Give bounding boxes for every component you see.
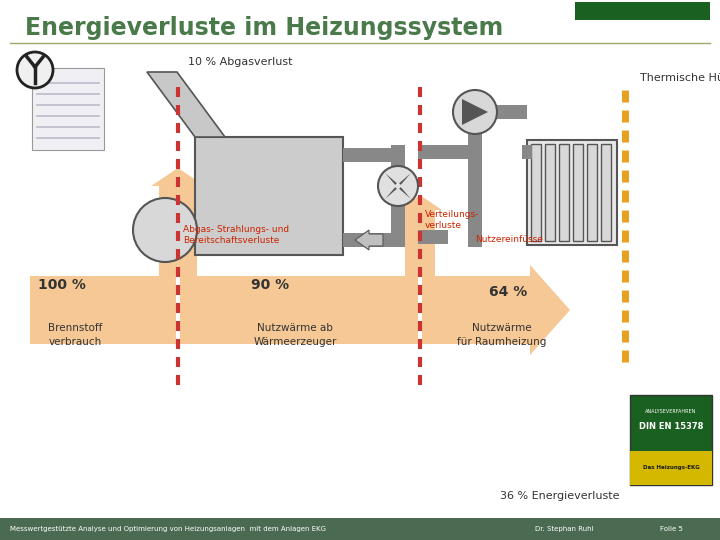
Text: Energieverluste im Heizungssystem: Energieverluste im Heizungssystem xyxy=(25,16,503,40)
Bar xyxy=(601,144,611,241)
Polygon shape xyxy=(385,173,397,185)
Text: Abgas- Strahlungs- und
Bereitschaftsverluste: Abgas- Strahlungs- und Bereitschaftsverl… xyxy=(183,225,289,245)
Bar xyxy=(32,68,104,150)
Polygon shape xyxy=(385,187,397,199)
Bar xyxy=(573,144,583,241)
Polygon shape xyxy=(147,72,225,137)
Bar xyxy=(180,276,418,344)
Bar xyxy=(527,140,617,245)
Bar xyxy=(587,144,597,241)
Text: Messwertgestützte Analyse und Optimierung von Heizungsanlagen  mit dem Anlagen E: Messwertgestützte Analyse und Optimierun… xyxy=(10,526,326,532)
Text: 100 %: 100 % xyxy=(38,278,86,292)
Bar xyxy=(531,144,541,241)
Bar xyxy=(497,105,527,119)
Text: 36 % Energieverluste: 36 % Energieverluste xyxy=(500,491,620,501)
Text: Nutzereinfüsse: Nutzereinfüsse xyxy=(475,235,543,245)
FancyArrow shape xyxy=(422,265,570,355)
Text: ANALYSEVERFAHREN: ANALYSEVERFAHREN xyxy=(645,409,697,414)
Text: Thermische Hülle: Thermische Hülle xyxy=(640,73,720,83)
Bar xyxy=(30,276,176,344)
Text: Dr. Stephan Ruhl: Dr. Stephan Ruhl xyxy=(535,526,593,532)
Bar xyxy=(522,145,532,159)
Text: 90 %: 90 % xyxy=(251,278,289,292)
Polygon shape xyxy=(462,99,488,125)
Text: 10 % Abgasverlust: 10 % Abgasverlust xyxy=(188,57,292,67)
Bar xyxy=(418,230,448,244)
FancyArrow shape xyxy=(151,168,205,276)
Circle shape xyxy=(133,198,197,262)
Text: Brennstoff
verbrauch: Brennstoff verbrauch xyxy=(48,323,102,347)
Text: 64 %: 64 % xyxy=(489,285,527,299)
FancyArrow shape xyxy=(398,195,442,276)
Circle shape xyxy=(17,52,53,88)
Polygon shape xyxy=(399,187,410,199)
Circle shape xyxy=(453,90,497,134)
Text: Verteilungs-
verluste: Verteilungs- verluste xyxy=(425,210,480,230)
Bar xyxy=(575,2,710,20)
Bar xyxy=(343,233,398,247)
Bar xyxy=(195,137,343,255)
Bar xyxy=(418,145,468,159)
FancyArrow shape xyxy=(355,230,383,250)
Circle shape xyxy=(378,166,418,206)
Bar xyxy=(630,451,712,485)
Bar xyxy=(630,395,712,485)
Bar xyxy=(391,145,405,247)
Bar xyxy=(545,144,555,241)
Bar xyxy=(0,518,720,540)
Polygon shape xyxy=(399,173,410,185)
Text: Das Heizungs-EKG: Das Heizungs-EKG xyxy=(643,465,699,470)
Bar xyxy=(559,144,569,241)
Bar xyxy=(468,129,482,247)
Text: Nutzwärme ab
Wärmeerzeuger: Nutzwärme ab Wärmeerzeuger xyxy=(253,323,337,347)
Text: Nutzwärme
für Raumheizung: Nutzwärme für Raumheizung xyxy=(457,323,546,347)
Text: Folie 5: Folie 5 xyxy=(660,526,683,532)
Bar xyxy=(343,148,398,162)
Text: DIN EN 15378: DIN EN 15378 xyxy=(639,422,703,431)
